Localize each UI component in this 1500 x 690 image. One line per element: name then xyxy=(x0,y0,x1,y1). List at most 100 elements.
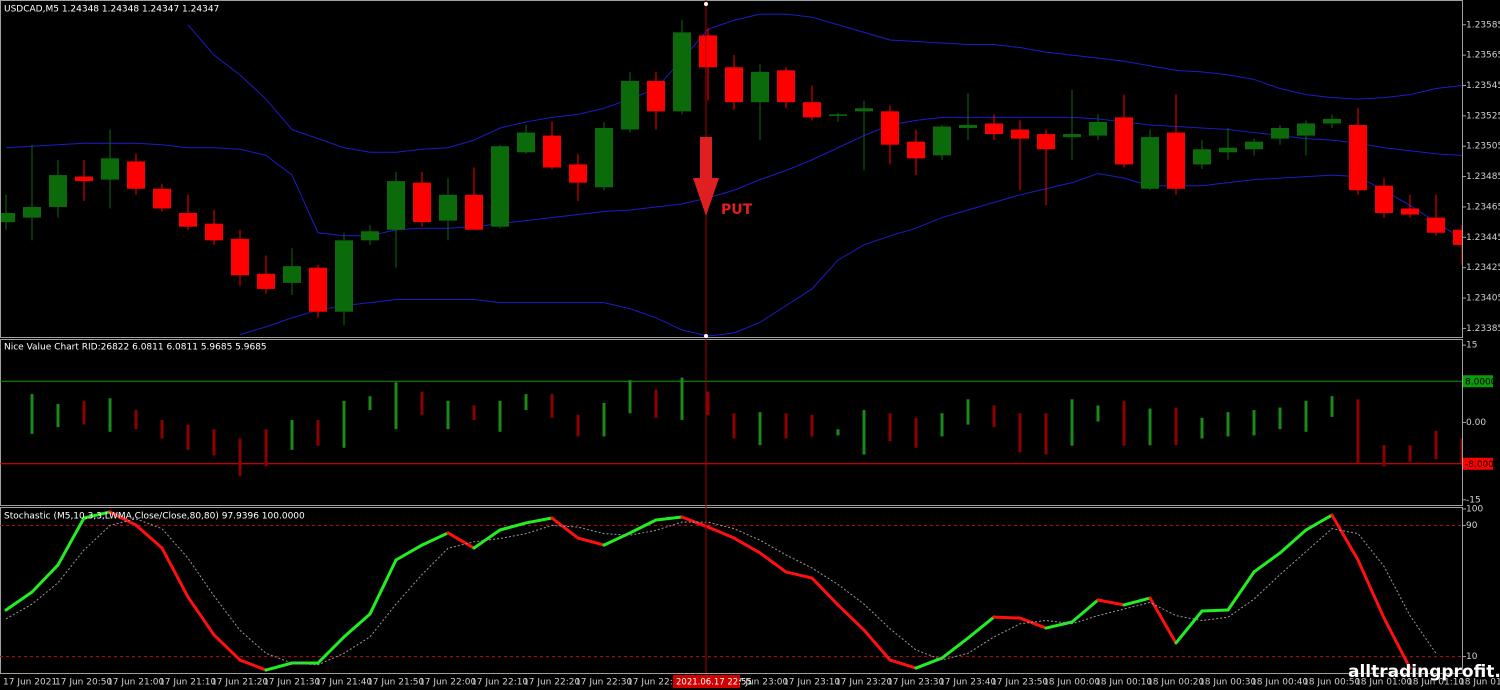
signal-annotation: PUT xyxy=(721,202,753,218)
candle-body xyxy=(1297,123,1315,136)
stochastic-segment xyxy=(1304,513,1334,532)
stochastic-segment xyxy=(654,515,684,522)
stochastic-segment xyxy=(1356,558,1386,620)
candle-body xyxy=(1245,141,1263,150)
stochastic-segment xyxy=(784,570,814,580)
panel-title: Nice Value Chart RID:26822 6.0811 6.0811… xyxy=(4,343,267,353)
time-label: 17 Jun 23:00 xyxy=(731,678,788,688)
stochastic-segment xyxy=(342,612,372,639)
stochastic-segment xyxy=(420,531,450,547)
candle-body xyxy=(309,267,327,312)
stochastic-segment xyxy=(264,661,294,672)
candle-body xyxy=(517,132,535,153)
candle-body xyxy=(361,231,379,241)
stochastic-segment xyxy=(1200,608,1230,613)
stochastic-segment xyxy=(446,531,476,550)
candle-body xyxy=(75,176,93,182)
candle-body xyxy=(647,80,665,112)
stochastic-segment xyxy=(160,546,190,599)
candle-body xyxy=(1011,129,1029,139)
time-label: 17 Jun 22:40 xyxy=(627,678,684,688)
candle-body xyxy=(1141,137,1159,189)
y-tick-label: 1.23545 xyxy=(1466,81,1500,91)
candle-body xyxy=(257,273,275,289)
candle-body xyxy=(803,102,821,118)
stochastic-segment xyxy=(316,635,346,665)
candle-body xyxy=(725,67,743,103)
candle-body xyxy=(205,223,223,241)
signal-arrow-head xyxy=(693,178,719,216)
candle-body xyxy=(1037,134,1055,150)
candle-body xyxy=(1193,149,1211,165)
stochastic-segment xyxy=(524,516,554,525)
stochastic-segment xyxy=(810,576,840,607)
stochastic-segment xyxy=(1252,551,1282,574)
candle-body xyxy=(881,111,899,145)
crosshair-time-box xyxy=(673,675,740,688)
stochastic-segment xyxy=(966,615,996,640)
time-label: 17 Jun 21:50 xyxy=(367,678,424,688)
stochastic-segment xyxy=(1278,528,1308,555)
candle-body xyxy=(985,123,1003,135)
stochastic-segment xyxy=(238,658,268,672)
stochastic-segment xyxy=(888,658,918,670)
candle-body xyxy=(1401,208,1419,215)
band-lower xyxy=(239,173,1462,337)
y-tick-label: 1.23525 xyxy=(1466,111,1500,121)
time-label: 17 Jun 23:40 xyxy=(939,678,996,688)
candle-body xyxy=(595,128,613,188)
stochastic-segment xyxy=(368,558,398,616)
candle-body xyxy=(1063,134,1081,138)
stochastic-segment xyxy=(862,628,892,662)
time-label: 17 Jun 23:10 xyxy=(783,678,840,688)
signal-arrow-shaft xyxy=(700,137,712,179)
candle-body xyxy=(1427,217,1445,233)
plot-area xyxy=(4,510,1437,672)
time-label: 17 Jun 21:30 xyxy=(263,678,320,688)
time-label: 17 Jun 22:10 xyxy=(471,678,528,688)
candle-body xyxy=(387,181,405,230)
y-tick-label: 90 xyxy=(1466,521,1478,531)
stochastic-segment xyxy=(108,510,138,527)
candle-body xyxy=(231,238,249,276)
y-tick-label: 1.23485 xyxy=(1466,172,1500,182)
candle-body xyxy=(569,164,587,183)
y-tick-label: -8.0000 xyxy=(1465,460,1500,470)
time-label: 17 Jun 21:00 xyxy=(107,678,164,688)
candle-body xyxy=(699,35,717,68)
time-label: 18 Jun 01:00 xyxy=(1355,678,1412,688)
stochastic-segment xyxy=(1018,616,1048,630)
time-label: 18 Jun 01:10 xyxy=(1407,678,1464,688)
y-tick-label: 1.23465 xyxy=(1466,202,1500,212)
signal-line xyxy=(5,518,1437,666)
y-tick-label: 1.23585 xyxy=(1466,20,1500,30)
stochastic-segment xyxy=(1382,616,1412,670)
candle-body xyxy=(491,146,509,227)
y-tick-label: 8.0000 xyxy=(1465,377,1497,387)
watermark: alltradingprofit.com xyxy=(1348,662,1500,682)
time-label: 18 Jun 00:50 xyxy=(1303,678,1360,688)
candle-body xyxy=(1453,229,1462,245)
band-upper xyxy=(187,13,1462,153)
candle-body xyxy=(413,182,431,223)
crosshair-dot xyxy=(704,2,708,6)
candle-body xyxy=(855,108,873,112)
stochastic-segment xyxy=(550,516,580,540)
time-label: 17 Jun 2021 xyxy=(3,678,57,688)
stochastic-segment xyxy=(602,531,632,547)
candle-body xyxy=(1089,121,1107,136)
stochastic-segment xyxy=(1174,609,1204,645)
stochastic-segment xyxy=(30,563,60,594)
stochastic-segment xyxy=(186,595,216,637)
candle-body xyxy=(439,194,457,221)
stochastic-segment xyxy=(680,515,710,529)
stochastic-segment xyxy=(732,536,762,555)
panel-title: USDCAD,M5 1.24348 1.24348 1.24347 1.2434… xyxy=(4,5,219,15)
time-label: 17 Jun 21:10 xyxy=(159,678,216,688)
candle-body xyxy=(179,213,197,227)
crosshair-time-label: 2021.06.17 22:55 xyxy=(676,678,752,688)
y-tick-label: 15 xyxy=(1466,341,1477,351)
price-panel xyxy=(0,0,1463,338)
